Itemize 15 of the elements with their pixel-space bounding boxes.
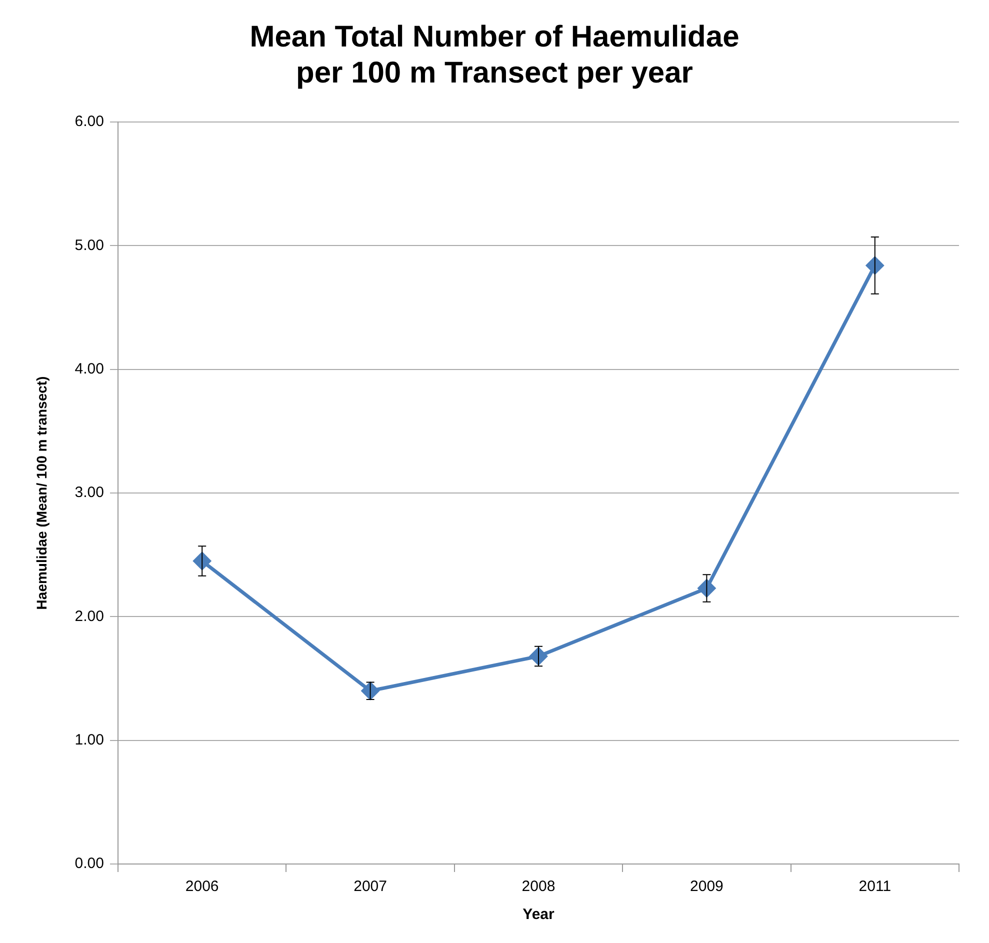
x-tick-label: 2009 [690, 878, 724, 896]
x-axis-title: Year [522, 906, 555, 924]
x-tick-label: 2006 [185, 878, 219, 896]
x-tick-label: 2007 [354, 878, 387, 896]
y-axis-title: Haemulidae (Mean/ 100 m transect) [33, 376, 50, 610]
x-tick-label: 2011 [858, 878, 892, 896]
chart-title: Mean Total Number of Haemulidae per 100 m Transect per year [250, 20, 740, 90]
x-tick-label: 2008 [522, 878, 556, 896]
y-tick-label: 0.00 [74, 855, 104, 872]
y-tick-label: 3.00 [74, 484, 104, 502]
y-tick-label: 4.00 [74, 360, 104, 378]
y-tick-label: 5.00 [74, 236, 104, 254]
y-tick-label: 1.00 [74, 731, 104, 748]
y-tick-label: 2.00 [74, 608, 104, 625]
y-tick-label: 6.00 [74, 113, 104, 130]
